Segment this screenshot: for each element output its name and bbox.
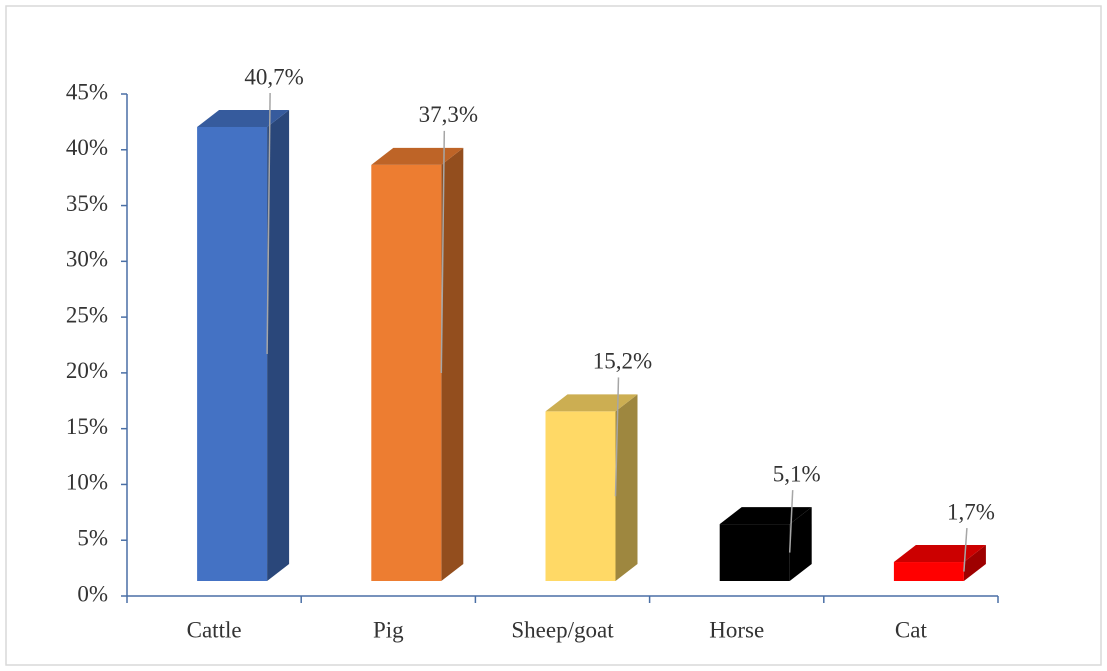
y-tick-label: 20%: [66, 358, 108, 383]
y-tick-label: 25%: [66, 302, 108, 327]
bar: [719, 524, 790, 581]
y-tick-label: 30%: [66, 247, 108, 272]
bar: [545, 411, 616, 581]
bar-top: [197, 109, 290, 127]
bar-side: [267, 109, 290, 582]
y-tick-label: 5%: [77, 526, 108, 551]
bar: [197, 126, 268, 582]
bar-side: [441, 147, 464, 582]
leader-line: [266, 92, 271, 354]
bar-top: [893, 545, 986, 563]
bar-top: [545, 394, 638, 412]
y-tick-label: 45%: [66, 79, 108, 104]
x-tick-label: Horse: [709, 617, 764, 642]
leader-line: [614, 377, 620, 497]
leader-line: [963, 527, 968, 572]
value-label: 37,3%: [419, 102, 478, 127]
y-tick-label: 0%: [77, 581, 108, 606]
x-tick-label: Cattle: [187, 617, 242, 642]
leader-line: [788, 490, 794, 553]
value-label: 40,7%: [244, 64, 303, 89]
y-tick-label: 40%: [66, 135, 108, 160]
bar-top: [719, 507, 812, 525]
value-label: 15,2%: [593, 349, 652, 374]
y-tick-label: 35%: [66, 191, 108, 216]
bar: [371, 164, 442, 582]
bar: [893, 562, 964, 581]
x-tick-label: Sheep/goat: [511, 617, 614, 642]
y-tick-label: 15%: [66, 414, 108, 439]
bar-side: [963, 545, 986, 581]
bar-side: [615, 394, 638, 581]
value-label: 1,7%: [947, 499, 995, 524]
value-label: 5,1%: [773, 461, 821, 486]
y-tick-label: 10%: [66, 470, 108, 495]
x-tick-label: Cat: [895, 617, 928, 642]
x-tick-label: Pig: [373, 617, 404, 642]
leader-line: [440, 130, 446, 373]
bar-side: [789, 507, 812, 581]
bar-top: [371, 147, 464, 165]
